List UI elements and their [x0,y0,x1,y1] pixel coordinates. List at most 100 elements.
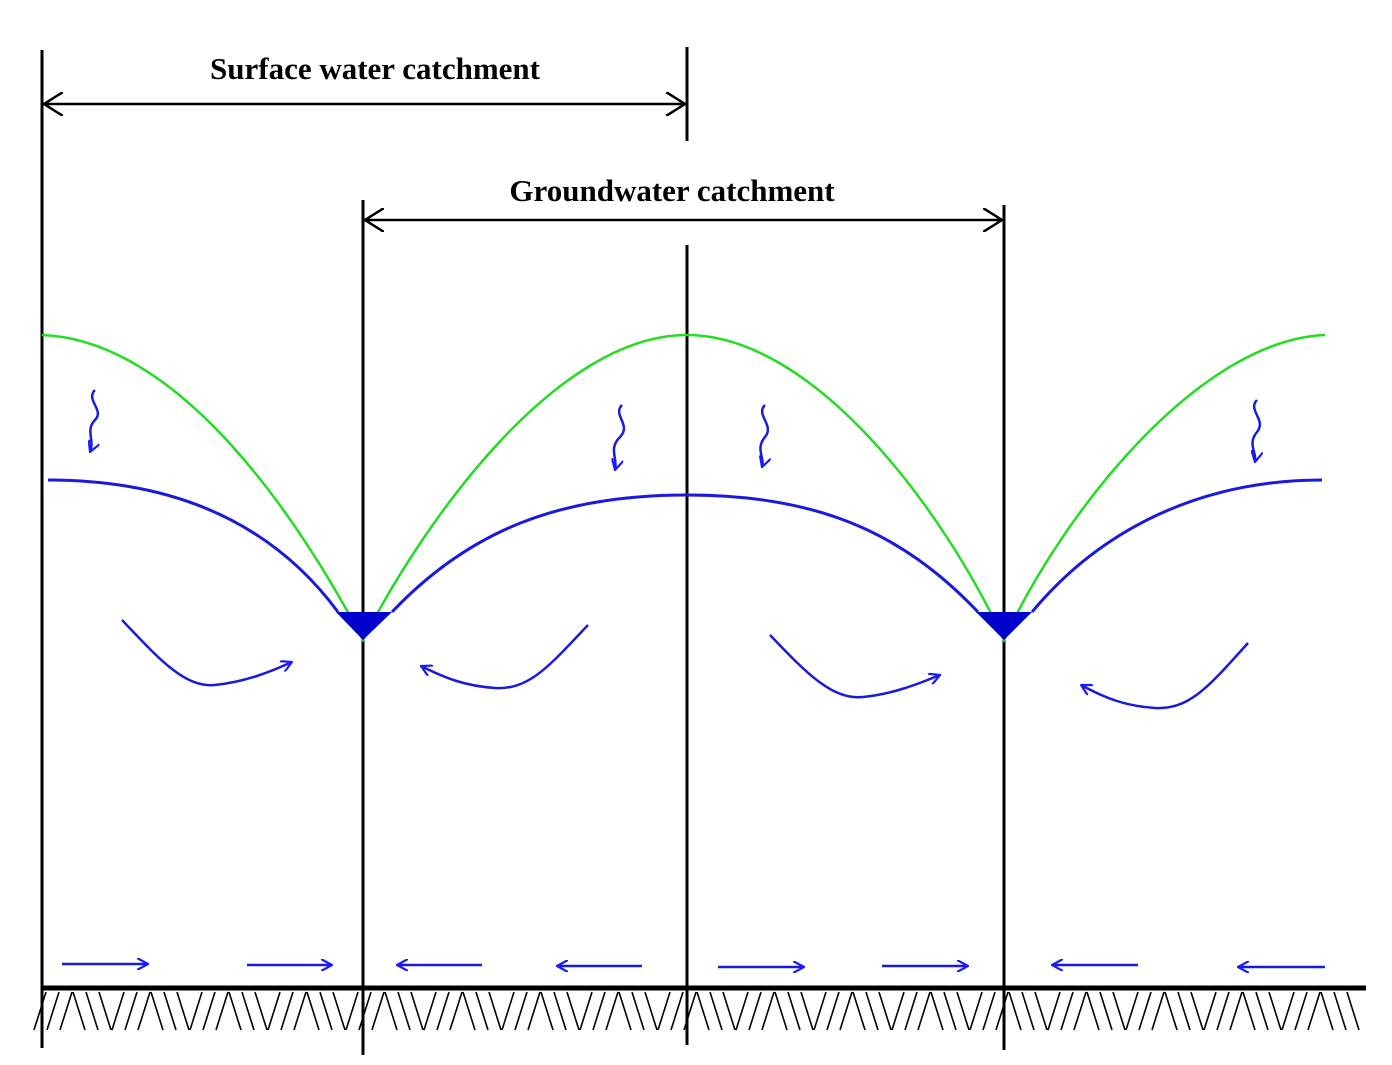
hatch-line [1086,991,1100,1031]
hatch-line [397,991,411,1031]
hatch-line [826,991,840,1031]
hatch-line [839,991,853,1031]
hatch-line [735,991,749,1031]
hatch-line [800,991,814,1031]
groundwater-catchment-label: Groundwater catchment [509,173,835,208]
hatch-line [1203,991,1217,1031]
hatch-line [423,991,437,1031]
hatch-line [1125,991,1139,1031]
hatch-line [644,991,658,1031]
hatch-line [696,991,710,1031]
hatch-line [657,991,671,1031]
hatch-line [306,991,320,1031]
hatch-line [228,991,242,1031]
hatch-line [969,991,983,1031]
hatch-line [1281,991,1295,1031]
hatch-line [254,991,268,1031]
hatch-line [579,991,593,1031]
hatch-line [124,991,138,1031]
hatch-line [618,991,632,1031]
hatch-line [137,991,151,1031]
hatch-line [995,991,1009,1031]
hatch-line [943,991,957,1031]
hatch-line [1242,991,1256,1031]
hatch-line [111,991,125,1031]
water-table [47,478,1323,614]
hatch-line [813,991,827,1031]
hatch-line [774,991,788,1031]
hatch-line [865,991,879,1031]
land-surface [41,333,1326,643]
hatch-line [1099,991,1113,1031]
hatch-line [319,991,333,1031]
hatch-line [1060,991,1074,1031]
hatch-line [540,991,554,1031]
hatch-line [1190,991,1204,1031]
hatch-line [1177,991,1191,1031]
hatch-line [1021,991,1035,1031]
hatch-line [553,991,567,1031]
hatch-line [1164,991,1178,1031]
hatch-line [1112,991,1126,1031]
hatch-line [1047,991,1061,1031]
hatch-line [527,991,541,1031]
hatch-line [150,991,164,1031]
hatch-line [514,991,528,1031]
hatch-line [1333,991,1347,1031]
hatch-line [1307,991,1321,1031]
hatch-line [631,991,645,1031]
hatch-line [33,991,47,1031]
hatch-line [1008,991,1022,1031]
hatch-line [241,991,255,1031]
hatch-line [358,991,372,1031]
hatch-line [904,991,918,1031]
hatch-line [371,991,385,1031]
hatch-line [982,991,996,1031]
hatch-line [670,991,684,1031]
hatch-line [410,991,424,1031]
hatch-line [98,991,112,1031]
hatch-line [1073,991,1087,1031]
hatch-line [85,991,99,1031]
hatch-line [436,991,450,1031]
hatch-line [215,991,229,1031]
hatch-line [332,991,346,1031]
hatch-line [930,991,944,1031]
hatch-line [1034,991,1048,1031]
hatch-line [1229,991,1243,1031]
hatch-line [462,991,476,1031]
flow-arrows [62,389,1325,967]
hatch-line [1268,991,1282,1031]
hatch-line [72,991,86,1031]
hatch-line [566,991,580,1031]
hatch-line [605,991,619,1031]
hatch-line [878,991,892,1031]
hatch-line [267,991,281,1031]
hatch-line [449,991,463,1031]
hatch-line [722,991,736,1031]
surface-catchment-label: Surface water catchment [210,51,541,86]
hatch-line [956,991,970,1031]
hatch-line [748,991,762,1031]
hatch-line [592,991,606,1031]
hatch-line [1346,991,1360,1031]
hatch-line [1138,991,1152,1031]
stream [336,612,392,640]
hatch-line [384,991,398,1031]
hatch-line [345,991,359,1031]
hatch-line [46,991,60,1031]
ground-hatching [33,991,1360,1031]
hatch-line [1255,991,1269,1031]
hatch-line [1320,991,1334,1031]
hatch-line [280,991,294,1031]
hatch-line [709,991,723,1031]
hatch-line [293,991,307,1031]
hatch-line [488,991,502,1031]
hatch-line [917,991,931,1031]
hatch-line [852,991,866,1031]
hatch-line [1294,991,1308,1031]
hatch-line [163,991,177,1031]
hatch-line [59,991,73,1031]
